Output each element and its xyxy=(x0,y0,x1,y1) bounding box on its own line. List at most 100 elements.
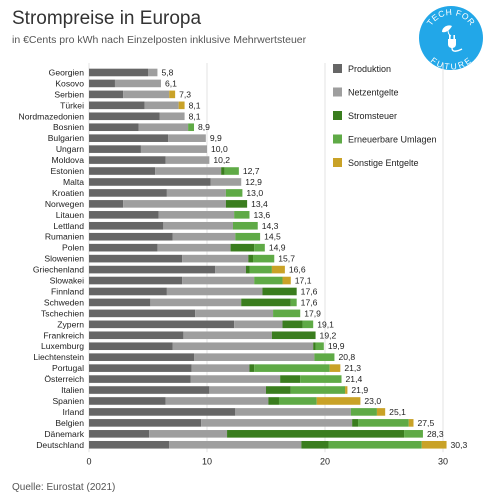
legend: Produktion Netzentgelte Stromsteuer Erneuer… xyxy=(333,64,437,168)
bar-segment xyxy=(89,320,235,329)
bar-segment xyxy=(254,243,265,252)
bar-segment xyxy=(166,287,263,296)
total-value-label: 8,9 xyxy=(198,122,210,132)
bar-segment xyxy=(201,419,353,427)
bar-segment xyxy=(241,298,291,307)
svg-text:FUTURE: FUTURE xyxy=(429,55,473,71)
total-value-label: 19,1 xyxy=(317,319,334,329)
category-label: Griechenland xyxy=(33,265,84,275)
bar-segment xyxy=(376,408,386,416)
bar-segment xyxy=(89,156,166,164)
bar-segment xyxy=(148,68,158,77)
bar-segment xyxy=(266,386,291,394)
bar-segment xyxy=(227,430,405,438)
chart-title: Strompreise in Europa xyxy=(12,8,202,29)
bar-segment xyxy=(89,243,158,252)
category-label: Bosnien xyxy=(53,122,84,132)
category-label: Belgien xyxy=(55,418,84,428)
bar-segment xyxy=(157,243,231,252)
bar-segment xyxy=(182,254,249,263)
bar-segment xyxy=(225,200,248,208)
category-label: Lettland xyxy=(53,221,84,231)
bar-segment xyxy=(282,276,291,285)
category-label: Deutschland xyxy=(36,440,84,450)
bar-segment xyxy=(89,364,192,372)
bar-segment xyxy=(282,320,303,329)
total-value-label: 12,7 xyxy=(243,166,260,176)
total-value-label: 23,0 xyxy=(364,396,381,406)
bar-segment xyxy=(169,90,176,99)
bar-segment xyxy=(89,254,183,263)
category-label: Portugal xyxy=(52,363,84,373)
total-value-label: 7,3 xyxy=(179,89,191,99)
bar-segment xyxy=(254,364,330,372)
bar-segment xyxy=(234,320,283,329)
bar-segment xyxy=(89,408,236,416)
category-label: Norwegen xyxy=(45,199,84,209)
x-tick-label: 0 xyxy=(86,456,91,466)
legend-label: Produktion xyxy=(348,64,391,74)
bar-segment xyxy=(89,221,164,230)
bar-segment xyxy=(140,145,207,153)
category-label: Georgien xyxy=(49,67,85,77)
legend-swatch xyxy=(333,64,342,73)
bar-segment xyxy=(271,331,316,340)
category-label: Litauen xyxy=(56,210,84,220)
total-value-label: 21,4 xyxy=(346,374,363,384)
total-value-label: 9,9 xyxy=(210,133,222,143)
bar-segment xyxy=(278,397,317,405)
bar-segment xyxy=(209,386,266,394)
bar-segment xyxy=(89,134,169,142)
bar-segment xyxy=(235,232,261,241)
category-label: Spanien xyxy=(52,396,84,406)
legend-swatch xyxy=(333,134,342,144)
bar-segment xyxy=(123,90,170,99)
bar-segment xyxy=(89,419,202,427)
category-label: Frankreich xyxy=(43,330,84,340)
category-label: Schweden xyxy=(44,297,84,307)
total-value-label: 5,8 xyxy=(161,67,173,77)
bar-segment xyxy=(421,440,447,449)
bar-segment xyxy=(313,342,316,351)
bar-segment xyxy=(358,419,409,427)
bar-segment xyxy=(89,276,183,285)
legend-swatch xyxy=(333,87,342,97)
badge-text-bottom: FUTURE xyxy=(429,55,473,71)
x-tick-label: 20 xyxy=(320,456,330,466)
bar-segment xyxy=(302,320,314,329)
chart-subtitle: in €Cents pro kWh nach Einzelposten inkl… xyxy=(12,34,307,46)
bar-segment xyxy=(328,440,422,449)
bar-segment xyxy=(165,156,210,164)
category-label: Kroatien xyxy=(52,188,84,198)
category-label: Bulgarien xyxy=(48,133,85,143)
bar-segment xyxy=(182,276,255,285)
bar-segment xyxy=(89,287,167,296)
total-value-label: 27,5 xyxy=(418,418,435,428)
tech-for-future-badge: TECH FOR FUTURE xyxy=(418,5,484,72)
category-label: Liechtenstein xyxy=(33,352,84,362)
bar-segment xyxy=(158,211,235,219)
bar-segment xyxy=(172,232,236,241)
bar-segment xyxy=(89,79,115,88)
legend-label: Erneuerbare Umlagen xyxy=(348,135,437,145)
category-label: Türkei xyxy=(60,100,84,110)
bar-segment xyxy=(224,167,239,175)
total-value-label: 8,1 xyxy=(189,111,201,121)
bar-segment xyxy=(280,375,301,383)
total-value-label: 17,6 xyxy=(301,297,318,307)
total-value-label: 10,2 xyxy=(213,155,230,165)
category-label: Malta xyxy=(63,177,84,187)
bar-segment xyxy=(254,276,283,285)
bar-segment xyxy=(178,101,185,110)
bar-segment xyxy=(89,112,160,121)
bar-segment xyxy=(123,200,226,208)
bar-segment xyxy=(271,265,285,274)
bar-segment xyxy=(249,265,272,274)
bar-segment xyxy=(290,298,297,307)
bar-segment xyxy=(89,123,139,132)
total-value-label: 14,9 xyxy=(269,243,286,253)
total-value-label: 6,1 xyxy=(165,78,177,88)
legend-label: Netzentgelte xyxy=(348,88,399,98)
category-label: Irland xyxy=(63,407,85,417)
bar-segment xyxy=(89,331,184,340)
